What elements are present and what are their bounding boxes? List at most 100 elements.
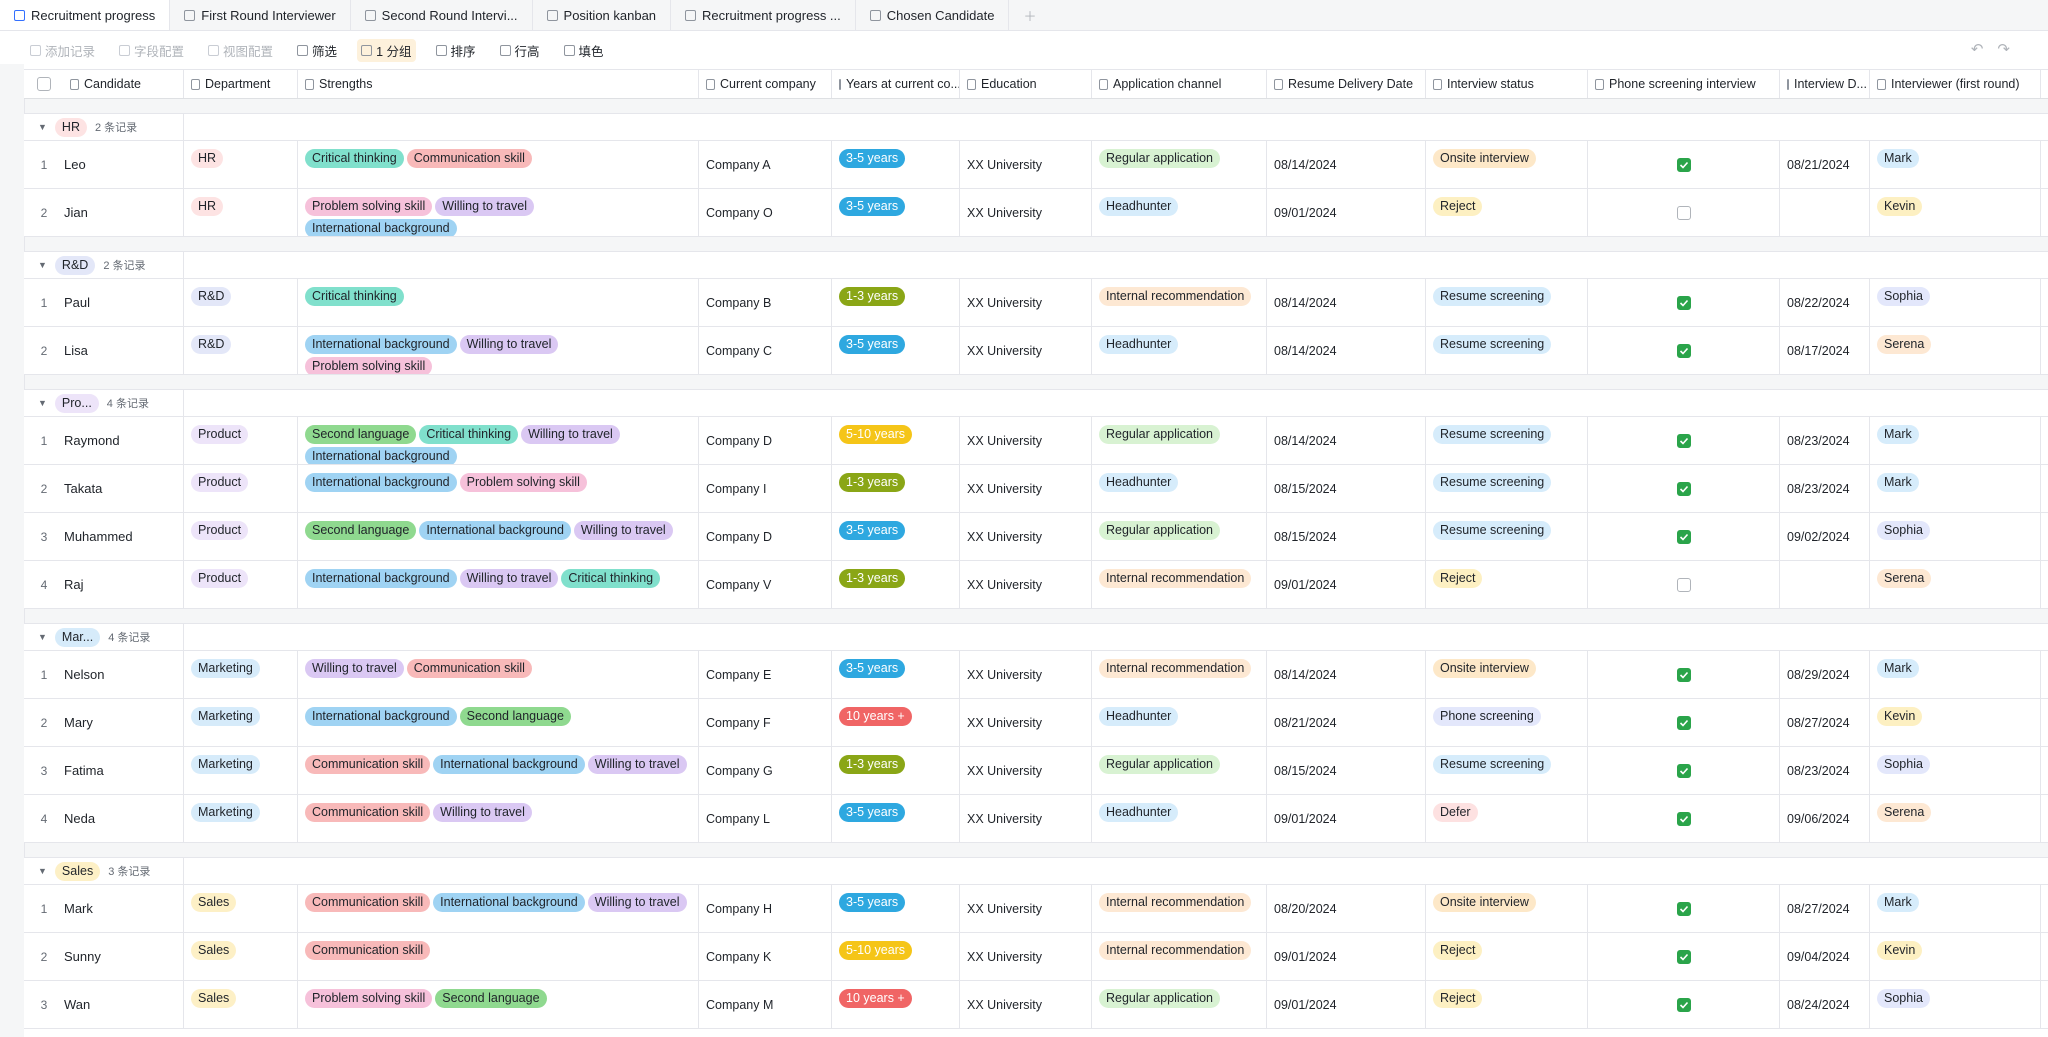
collapse-caret[interactable]: ▼: [38, 122, 47, 132]
record-row[interactable]: 2 Mary Marketing International background Se…: [24, 699, 2048, 747]
record-row[interactable]: 1 Paul R&D Critical thinking Company B 1-3 ye…: [24, 279, 2048, 327]
checkbox[interactable]: [1676, 667, 1691, 682]
header-cell[interactable]: Application channel: [1092, 70, 1267, 98]
candidate-name: Raymond: [64, 433, 120, 448]
header-cell[interactable]: Interviewer (first round): [1870, 70, 2041, 98]
tag: Communication skill: [406, 659, 532, 678]
company: Company B: [706, 295, 772, 310]
checkbox[interactable]: [1676, 949, 1691, 964]
tab[interactable]: First Round Interviewer: [170, 0, 351, 30]
record-row[interactable]: 3 Fatima Marketing Communication skill Inter…: [24, 747, 2048, 795]
cell: Sales: [184, 885, 298, 932]
cell: XX University: [960, 417, 1092, 464]
record-row[interactable]: 2 Lisa R&D International background Willing …: [24, 327, 2048, 375]
select-all[interactable]: [37, 77, 51, 91]
checkbox[interactable]: [1676, 433, 1691, 448]
tab[interactable]: Position kanban: [533, 0, 672, 30]
tab[interactable]: Recruitment progress: [0, 0, 171, 30]
record-row[interactable]: 2 Takata Product International background Pr…: [24, 465, 2048, 513]
group-header[interactable]: ▼ Sales 3 条记录: [24, 857, 2048, 885]
checkbox[interactable]: [1676, 295, 1691, 310]
record-row[interactable]: 4 Neda Marketing Communication skill Willing…: [24, 795, 2048, 843]
checkbox[interactable]: [1676, 481, 1691, 496]
toolbar-button[interactable]: 行高: [496, 39, 544, 62]
header-cell[interactable]: Current company: [699, 70, 832, 98]
checkbox[interactable]: [1676, 529, 1691, 544]
group-header[interactable]: ▼ Mar... 4 条记录: [24, 623, 2048, 651]
undo-redo[interactable]: ↶↷: [1970, 41, 2024, 58]
record-row[interactable]: 3 Wan Sales Problem solving skill Second lan…: [24, 981, 2048, 1029]
checkbox[interactable]: [1676, 157, 1691, 172]
toolbar-button[interactable]: 添加记录: [26, 39, 99, 62]
tab[interactable]: Chosen Candidate: [856, 0, 1010, 30]
tab[interactable]: Recruitment progress ...: [671, 0, 856, 30]
company: Company K: [706, 949, 772, 964]
interview-date: 08/23/2024: [1787, 433, 1850, 448]
check: [1679, 671, 1688, 679]
cell: Kevin: [1870, 933, 2041, 980]
record-row[interactable]: 1 Mark Sales Communication skill Internation…: [24, 885, 2048, 933]
checkbox[interactable]: [1676, 205, 1691, 220]
cell: 08/21/2024: [1780, 141, 1870, 188]
toolbar-button[interactable]: 视图配置: [204, 39, 277, 62]
header-cell[interactable]: Interview D...: [1780, 70, 1870, 98]
toolbar-button[interactable]: 1 分组: [357, 38, 416, 62]
tag: International background: [305, 569, 457, 588]
delivery-date: 08/14/2024: [1274, 295, 1337, 310]
header-cell[interactable]: Department: [184, 70, 298, 98]
header-cell[interactable]: Candidate: [24, 70, 184, 98]
header-cell[interactable]: [2041, 70, 2048, 98]
checkbox[interactable]: [1676, 343, 1691, 358]
header-cell[interactable]: Phone screening interview: [1588, 70, 1780, 98]
checkbox[interactable]: [1676, 763, 1691, 778]
group-header[interactable]: ▼ R&D 2 条记录: [24, 251, 2048, 279]
group-header[interactable]: ▼ Pro... 4 条记录: [24, 389, 2048, 417]
cell: [1588, 651, 1780, 698]
checkbox[interactable]: [1676, 811, 1691, 826]
header-cell[interactable]: Resume Delivery Date: [1267, 70, 1426, 98]
company: Company G: [706, 763, 773, 778]
tag: Headhunter: [1099, 335, 1179, 354]
collapse-caret[interactable]: ▼: [38, 260, 47, 270]
toolbar-button[interactable]: 字段配置: [115, 39, 188, 62]
cell: [2041, 561, 2048, 608]
group-header[interactable]: ▼ HR 2 条记录: [24, 113, 2048, 141]
add-tab[interactable]: ＋: [1023, 8, 1037, 24]
candidate-name: Nelson: [64, 667, 105, 682]
header-cell[interactable]: Education: [960, 70, 1092, 98]
header-cell[interactable]: Years at current co...: [832, 70, 960, 98]
toolbar-button[interactable]: 筛选: [293, 39, 341, 62]
tag: Onsite interview: [1433, 659, 1536, 678]
tag: HR: [191, 149, 224, 168]
header-cell[interactable]: Strengths: [298, 70, 699, 98]
checkbox[interactable]: [1676, 901, 1691, 916]
header-cell[interactable]: Interview status: [1426, 70, 1588, 98]
checkbox[interactable]: [1676, 997, 1691, 1012]
cell: HR: [184, 141, 298, 188]
record-row[interactable]: 3 Muhammed Product Second language Internati…: [24, 513, 2048, 561]
collapse-caret[interactable]: ▼: [38, 866, 47, 876]
toolbar-button[interactable]: 填色: [560, 39, 608, 62]
cell: 08/15/2024: [1267, 747, 1426, 794]
record-row[interactable]: 2 Jian HR Problem solving skill Willing to t…: [24, 189, 2048, 237]
checkbox[interactable]: [1676, 577, 1691, 592]
toolbar-button[interactable]: 排序: [432, 39, 480, 62]
record-row[interactable]: 2 Sunny Sales Communication skill Company K 5…: [24, 933, 2048, 981]
cell: 08/23/2024: [1780, 747, 1870, 794]
education: XX University: [967, 157, 1043, 172]
header-row: Candidate Department Strengths Current comp…: [24, 69, 2048, 99]
group-label-cell: ▼ Mar... 4 条记录: [24, 624, 184, 650]
group-label: Mar...: [54, 627, 101, 647]
field-icon: [1595, 78, 1604, 90]
collapse-caret[interactable]: ▼: [38, 632, 47, 642]
record-row[interactable]: 1 Nelson Marketing Willing to travel Communi…: [24, 651, 2048, 699]
cell: [2041, 795, 2048, 842]
cell: Regular application: [1092, 747, 1267, 794]
collapse-caret[interactable]: ▼: [38, 398, 47, 408]
record-row[interactable]: 4 Raj Product International background Willi…: [24, 561, 2048, 609]
candidate-name: Mary: [64, 715, 93, 730]
checkbox[interactable]: [1676, 715, 1691, 730]
tab[interactable]: Second Round Intervi...: [351, 0, 533, 30]
record-row[interactable]: 1 Leo HR Critical thinking Communication ski…: [24, 141, 2048, 189]
record-row[interactable]: 1 Raymond Product Second language Critical t…: [24, 417, 2048, 465]
